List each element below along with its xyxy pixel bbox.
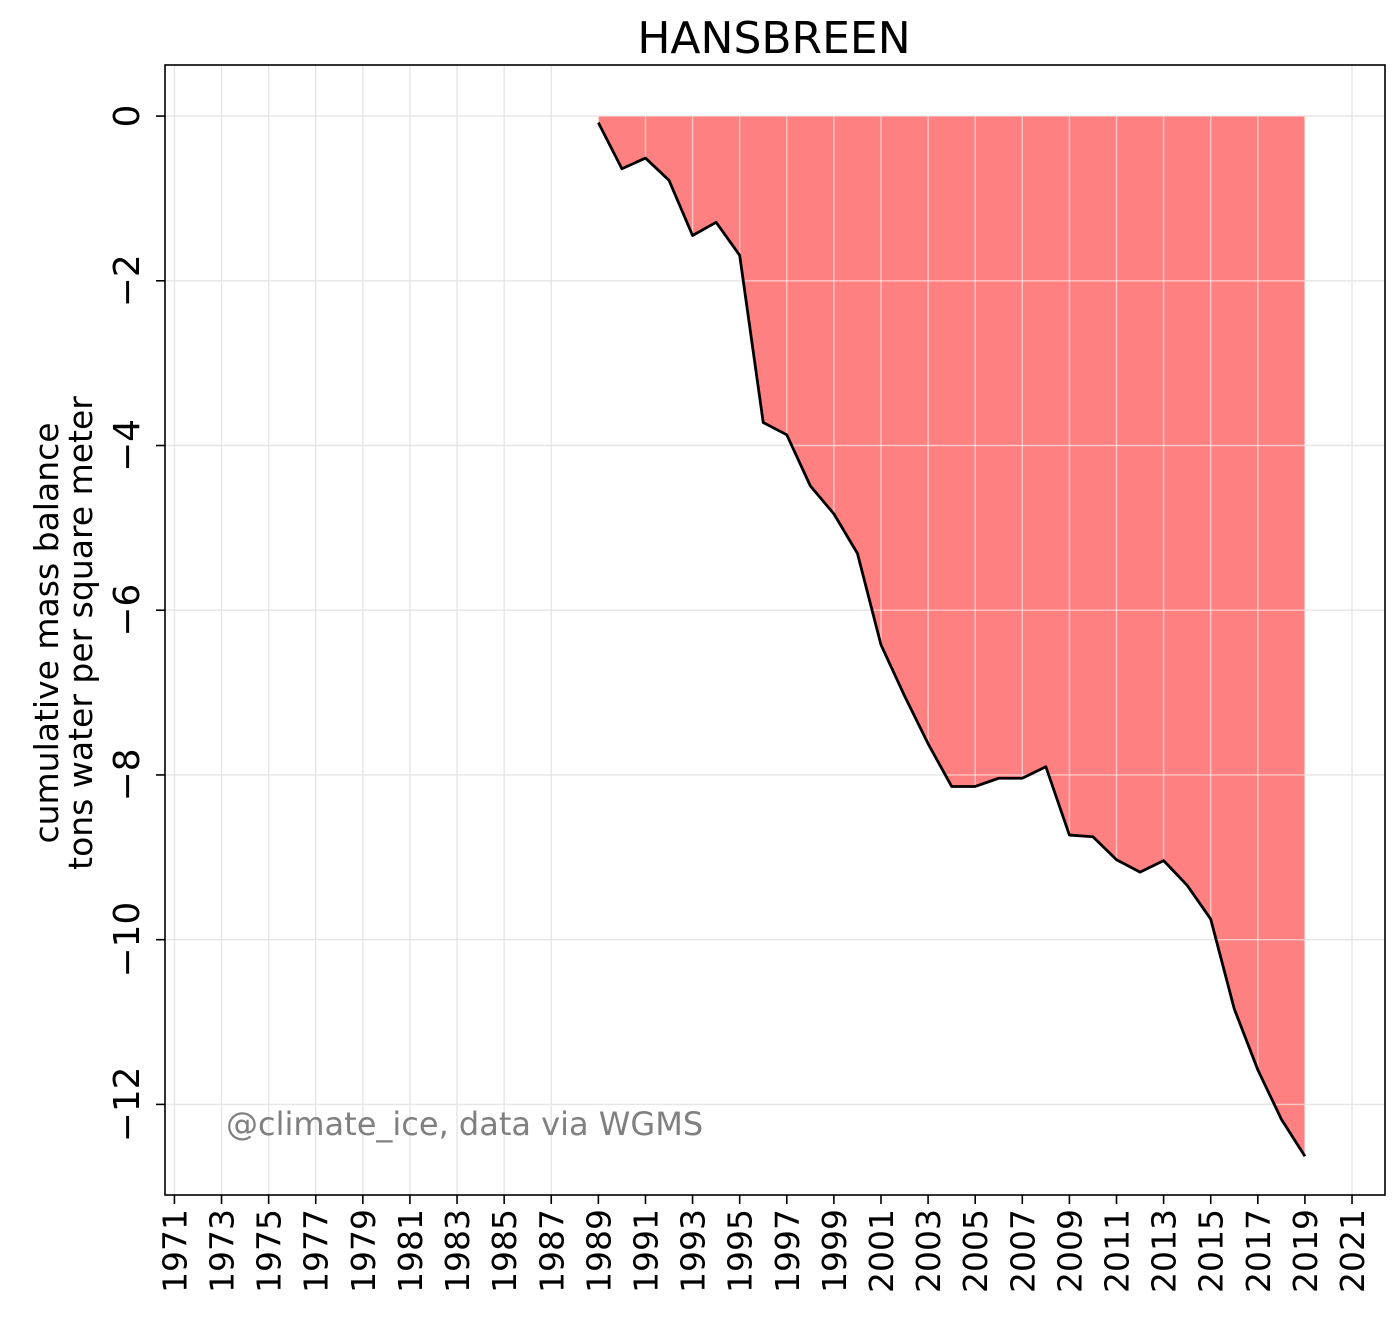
watermark-annotation: @climate_ice, data via WGMS	[226, 1105, 703, 1143]
x-tick-label: 1975	[250, 1209, 289, 1293]
x-tick-label: 1981	[391, 1209, 430, 1293]
x-tick-label: 2011	[1098, 1209, 1137, 1293]
x-tick-label: 1993	[674, 1209, 713, 1293]
x-tick-label: 1991	[626, 1209, 665, 1293]
y-tick-label: −4	[107, 419, 148, 472]
x-tick-label: 2001	[862, 1209, 901, 1293]
x-tick-label: 1973	[203, 1209, 242, 1293]
x-tick-label: 1985	[485, 1209, 524, 1293]
y-tick-label: −12	[107, 1066, 148, 1142]
y-tick-label: −2	[107, 254, 148, 307]
y-axis-label-line1: cumulative mass balance	[27, 422, 66, 843]
y-tick-label: −8	[107, 748, 148, 801]
x-tick-label: 1971	[155, 1209, 194, 1293]
x-tick-label: 2007	[1003, 1209, 1042, 1293]
x-tick-label: 1989	[579, 1209, 618, 1293]
x-axis: 1971 1973 1975 1977 1979 1981 1983 1985 1987 1989…	[155, 1195, 1372, 1293]
x-tick-label: 2015	[1192, 1209, 1231, 1293]
x-tick-label: 1979	[344, 1209, 383, 1293]
x-tick-label: 2021	[1333, 1209, 1372, 1293]
x-tick-label: 1999	[815, 1209, 854, 1293]
x-tick-label: 2009	[1050, 1209, 1089, 1293]
y-tick-label: 0	[107, 105, 148, 128]
x-tick-label: 2005	[956, 1209, 995, 1293]
x-tick-label: 2017	[1239, 1209, 1278, 1293]
x-tick-label: 1977	[297, 1209, 336, 1293]
plot-frame	[164, 64, 1386, 1196]
y-tick-label: −6	[107, 584, 148, 637]
x-tick-label: 2003	[909, 1209, 948, 1293]
x-tick-label: 1997	[768, 1209, 807, 1293]
y-axis-label-line2: tons water per square meter	[61, 396, 100, 870]
series-line	[597, 122, 1307, 1158]
x-tick-label: 2013	[1145, 1209, 1184, 1293]
y-tick-label: −10	[107, 902, 148, 978]
x-tick-label: 2019	[1286, 1209, 1325, 1293]
x-tick-label: 1983	[438, 1209, 477, 1293]
x-tick-label: 1987	[532, 1209, 571, 1293]
chart-title: HANSBREEN	[637, 13, 910, 64]
x-tick-label: 1995	[721, 1209, 760, 1293]
area-fill	[598, 116, 1305, 1157]
y-axis: 0 −2 −4 −6 −8 −10 −12	[107, 105, 165, 1142]
